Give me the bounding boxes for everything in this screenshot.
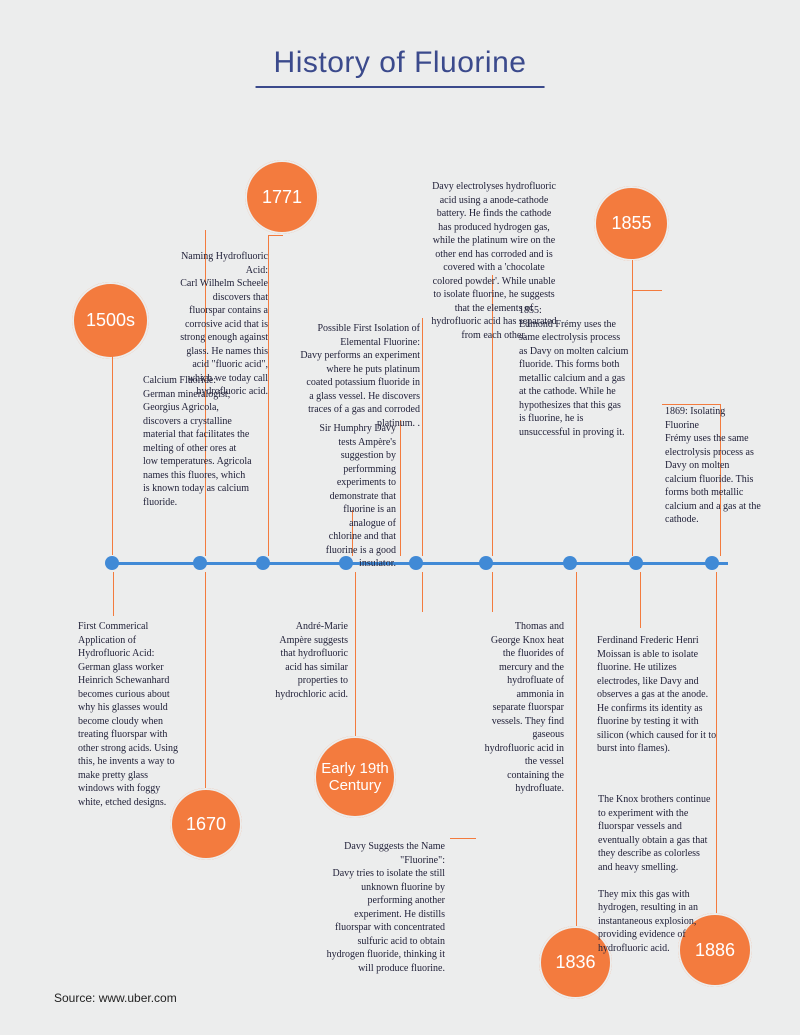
timeline-tick xyxy=(105,556,119,570)
entry-first_commercial: First Commerical Application of Hydroflu… xyxy=(78,620,178,809)
timeline-tick xyxy=(629,556,643,570)
date-circle-c1670: 1670 xyxy=(170,788,242,860)
connector xyxy=(268,235,269,556)
connector xyxy=(640,572,641,628)
date-circle-c1771: 1771 xyxy=(245,160,319,234)
connector xyxy=(492,572,493,612)
entry-naming_hf: Naming Hydrofluoric Acid: Carl Wilhelm S… xyxy=(180,250,268,399)
page-title: History of Fluorine xyxy=(256,46,545,88)
timeline-tick xyxy=(193,556,207,570)
entry-e1869: 1869: Isolating Fluorine Frémy uses the … xyxy=(665,405,761,527)
timeline-tick xyxy=(479,556,493,570)
entry-knox_bros_heat: Thomas and George Knox heat the fluoride… xyxy=(484,620,564,796)
connector xyxy=(400,420,401,556)
entry-moissan: Ferdinand Frederic Henri Moissan is able… xyxy=(597,634,719,756)
timeline-tick xyxy=(409,556,423,570)
connector xyxy=(113,572,114,616)
connector xyxy=(450,838,476,839)
connector xyxy=(205,572,206,788)
entry-fremy_1855: 1855: Edmond Frémy uses the same electro… xyxy=(519,304,629,439)
connector xyxy=(632,290,662,291)
entry-possible_isolation: Possible First Isolation of Elemental Fl… xyxy=(300,322,420,430)
timeline-tick xyxy=(563,556,577,570)
connector xyxy=(632,260,633,556)
connector xyxy=(355,572,356,736)
entry-davy_suggests_name: Davy Suggests the Name "Fluorine": Davy … xyxy=(322,840,445,975)
connector xyxy=(422,572,423,612)
date-circle-c1500s: 1500s xyxy=(72,282,149,359)
connector xyxy=(112,355,113,555)
connector xyxy=(576,572,577,926)
source-citation: Source: www.uber.com xyxy=(54,991,177,1005)
connector xyxy=(268,235,283,236)
entry-knox_continue: The Knox brothers continue to experiment… xyxy=(598,793,712,955)
entry-davy_tests: Sir Humphry Davy tests Ampère's suggesti… xyxy=(318,422,396,571)
entry-ampere_suggests: André-Marie Ampère suggests that hydrofl… xyxy=(268,620,348,701)
date-circle-cE19: Early 19th Century xyxy=(314,736,396,818)
timeline-tick xyxy=(705,556,719,570)
timeline-tick xyxy=(256,556,270,570)
connector xyxy=(422,318,423,556)
date-circle-c1855: 1855 xyxy=(594,186,669,261)
